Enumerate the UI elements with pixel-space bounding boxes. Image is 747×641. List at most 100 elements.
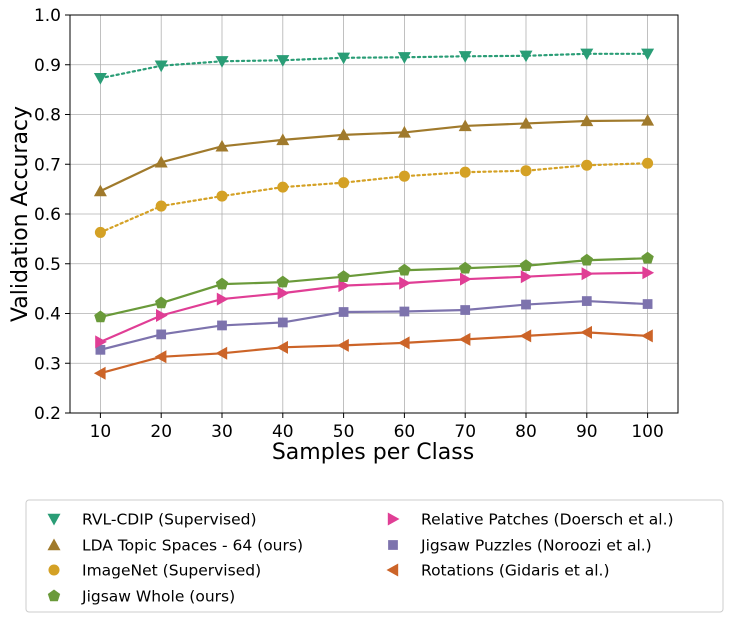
- series-line: [99, 162, 649, 234]
- legend-label: ImageNet (Supervised): [82, 562, 261, 580]
- series-line: [99, 271, 648, 343]
- data-point: [217, 320, 227, 331]
- data-point: [580, 48, 594, 61]
- data-point: [156, 329, 167, 340]
- legend-entry: Jigsaw Puzzles (Noroozi et al.): [388, 537, 652, 555]
- legend-marker: [47, 513, 61, 526]
- data-point: [95, 344, 106, 355]
- legend-marker: [388, 540, 398, 550]
- series-6: [95, 296, 653, 355]
- y-tick-label: 0.2: [34, 404, 61, 424]
- legend-marker: [386, 563, 399, 577]
- data-point: [277, 286, 290, 300]
- data-point: [398, 263, 411, 276]
- legend-label: Rotations (Gidaris et al.): [421, 562, 610, 580]
- data-point: [581, 296, 592, 306]
- x-tick-label: 90: [576, 422, 598, 442]
- data-point: [519, 329, 532, 343]
- data-point: [397, 52, 411, 64]
- data-point: [581, 159, 593, 171]
- data-point: [277, 317, 288, 328]
- data-point: [460, 272, 472, 286]
- data-point: [641, 113, 655, 126]
- x-tick-label: 40: [272, 422, 294, 442]
- data-point: [94, 310, 107, 323]
- data-point: [520, 165, 532, 177]
- x-tick-label: 60: [394, 422, 416, 442]
- legend-entry: Jigsaw Whole (ours): [47, 588, 235, 606]
- data-point: [397, 336, 410, 350]
- data-point: [581, 267, 594, 281]
- data-point: [458, 332, 471, 346]
- data-point: [276, 340, 288, 354]
- data-point: [580, 114, 594, 127]
- data-point: [519, 259, 533, 271]
- data-point: [276, 55, 290, 67]
- data-point: [398, 170, 410, 182]
- legend-marker: [387, 512, 400, 526]
- series-2: [93, 113, 655, 197]
- data-point: [399, 306, 410, 317]
- x-tick-label: 100: [631, 422, 663, 442]
- data-point: [93, 72, 107, 85]
- legend-box: [25, 499, 724, 613]
- data-point: [156, 308, 168, 322]
- data-point: [337, 52, 351, 65]
- legend-marker: [47, 589, 61, 602]
- series-5: [95, 266, 655, 349]
- data-point: [155, 296, 168, 309]
- data-point: [155, 200, 167, 212]
- data-point: [459, 261, 472, 274]
- data-point: [277, 181, 289, 193]
- data-point: [520, 270, 533, 284]
- x-tick-label: 10: [90, 422, 112, 442]
- data-point: [519, 116, 533, 129]
- y-tick-label: 0.7: [34, 155, 61, 175]
- data-point: [338, 177, 350, 189]
- series-1: [93, 48, 655, 85]
- data-point: [338, 279, 351, 293]
- data-point: [337, 338, 349, 352]
- x-tick-label: 30: [211, 422, 233, 442]
- legend-marker: [48, 564, 60, 576]
- data-point: [154, 350, 167, 364]
- y-tick-label: 0.9: [34, 56, 61, 76]
- data-point: [216, 292, 229, 306]
- y-tick-label: 0.3: [34, 354, 61, 374]
- legend-label: Relative Patches (Doersch et al.): [421, 511, 674, 529]
- data-point: [154, 155, 168, 168]
- y-tick-label: 0.4: [34, 305, 61, 325]
- legend-label: Jigsaw Puzzles (Noroozi et al.): [420, 537, 652, 555]
- legend-entry: Relative Patches (Doersch et al.): [387, 511, 674, 529]
- x-tick-label: 80: [515, 422, 537, 442]
- data-point: [215, 277, 229, 290]
- series-4: [94, 251, 654, 323]
- y-axis-label: Validation Accuracy: [8, 106, 33, 322]
- series-line: [99, 119, 648, 193]
- legend: RVL-CDIP (Supervised) LDA Topic Spaces - …: [25, 499, 724, 613]
- y-tick-label: 0.5: [34, 255, 61, 275]
- series-line: [100, 257, 648, 319]
- data-point: [641, 48, 655, 61]
- data-point: [215, 139, 229, 152]
- series-7: [93, 325, 653, 380]
- data-point: [93, 184, 107, 197]
- data-point: [95, 335, 107, 349]
- x-tick-label: 50: [333, 422, 355, 442]
- data-point: [399, 276, 411, 290]
- legend-marker: [47, 538, 61, 551]
- x-tick-label: 70: [454, 422, 476, 442]
- data-point: [521, 299, 531, 310]
- data-point: [337, 270, 350, 282]
- y-tick-label: 1.0: [34, 6, 61, 26]
- data-point: [215, 346, 228, 360]
- data-point: [460, 305, 471, 315]
- data-point: [94, 226, 106, 238]
- data-point: [642, 299, 653, 309]
- data-point: [459, 166, 471, 178]
- data-point: [397, 125, 411, 138]
- data-point: [641, 329, 653, 343]
- legend-entry: RVL-CDIP (Supervised): [47, 511, 257, 529]
- series-line: [100, 331, 648, 375]
